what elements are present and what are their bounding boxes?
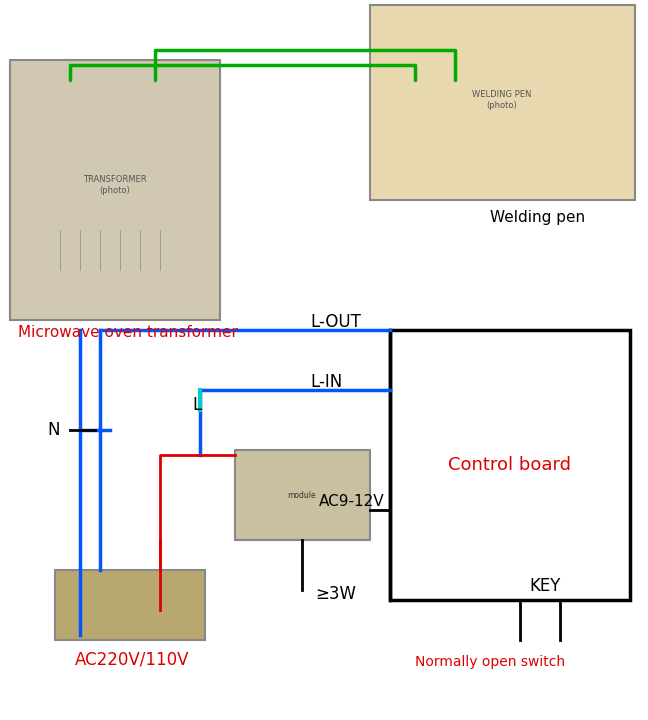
FancyBboxPatch shape <box>10 60 220 320</box>
Text: Control board: Control board <box>448 456 572 474</box>
Text: N: N <box>47 421 60 439</box>
Text: Microwave oven transformer: Microwave oven transformer <box>18 325 238 340</box>
Text: ≥3W: ≥3W <box>315 585 356 603</box>
Text: L-OUT: L-OUT <box>310 313 361 331</box>
Text: module: module <box>288 490 316 500</box>
Text: TRANSFORMER
(photo): TRANSFORMER (photo) <box>83 175 147 194</box>
Text: Welding pen: Welding pen <box>490 210 585 225</box>
Text: L-IN: L-IN <box>310 373 342 391</box>
Text: Normally open switch: Normally open switch <box>415 655 565 669</box>
FancyBboxPatch shape <box>55 570 205 640</box>
FancyBboxPatch shape <box>370 5 635 200</box>
Text: KEY: KEY <box>529 577 561 595</box>
Text: AC9-12V: AC9-12V <box>319 495 385 510</box>
Text: WELDING PEN
(photo): WELDING PEN (photo) <box>472 90 532 109</box>
Bar <box>390 330 630 600</box>
FancyBboxPatch shape <box>235 450 370 540</box>
Text: AC220V/110V: AC220V/110V <box>75 650 189 668</box>
Text: L: L <box>192 396 202 414</box>
